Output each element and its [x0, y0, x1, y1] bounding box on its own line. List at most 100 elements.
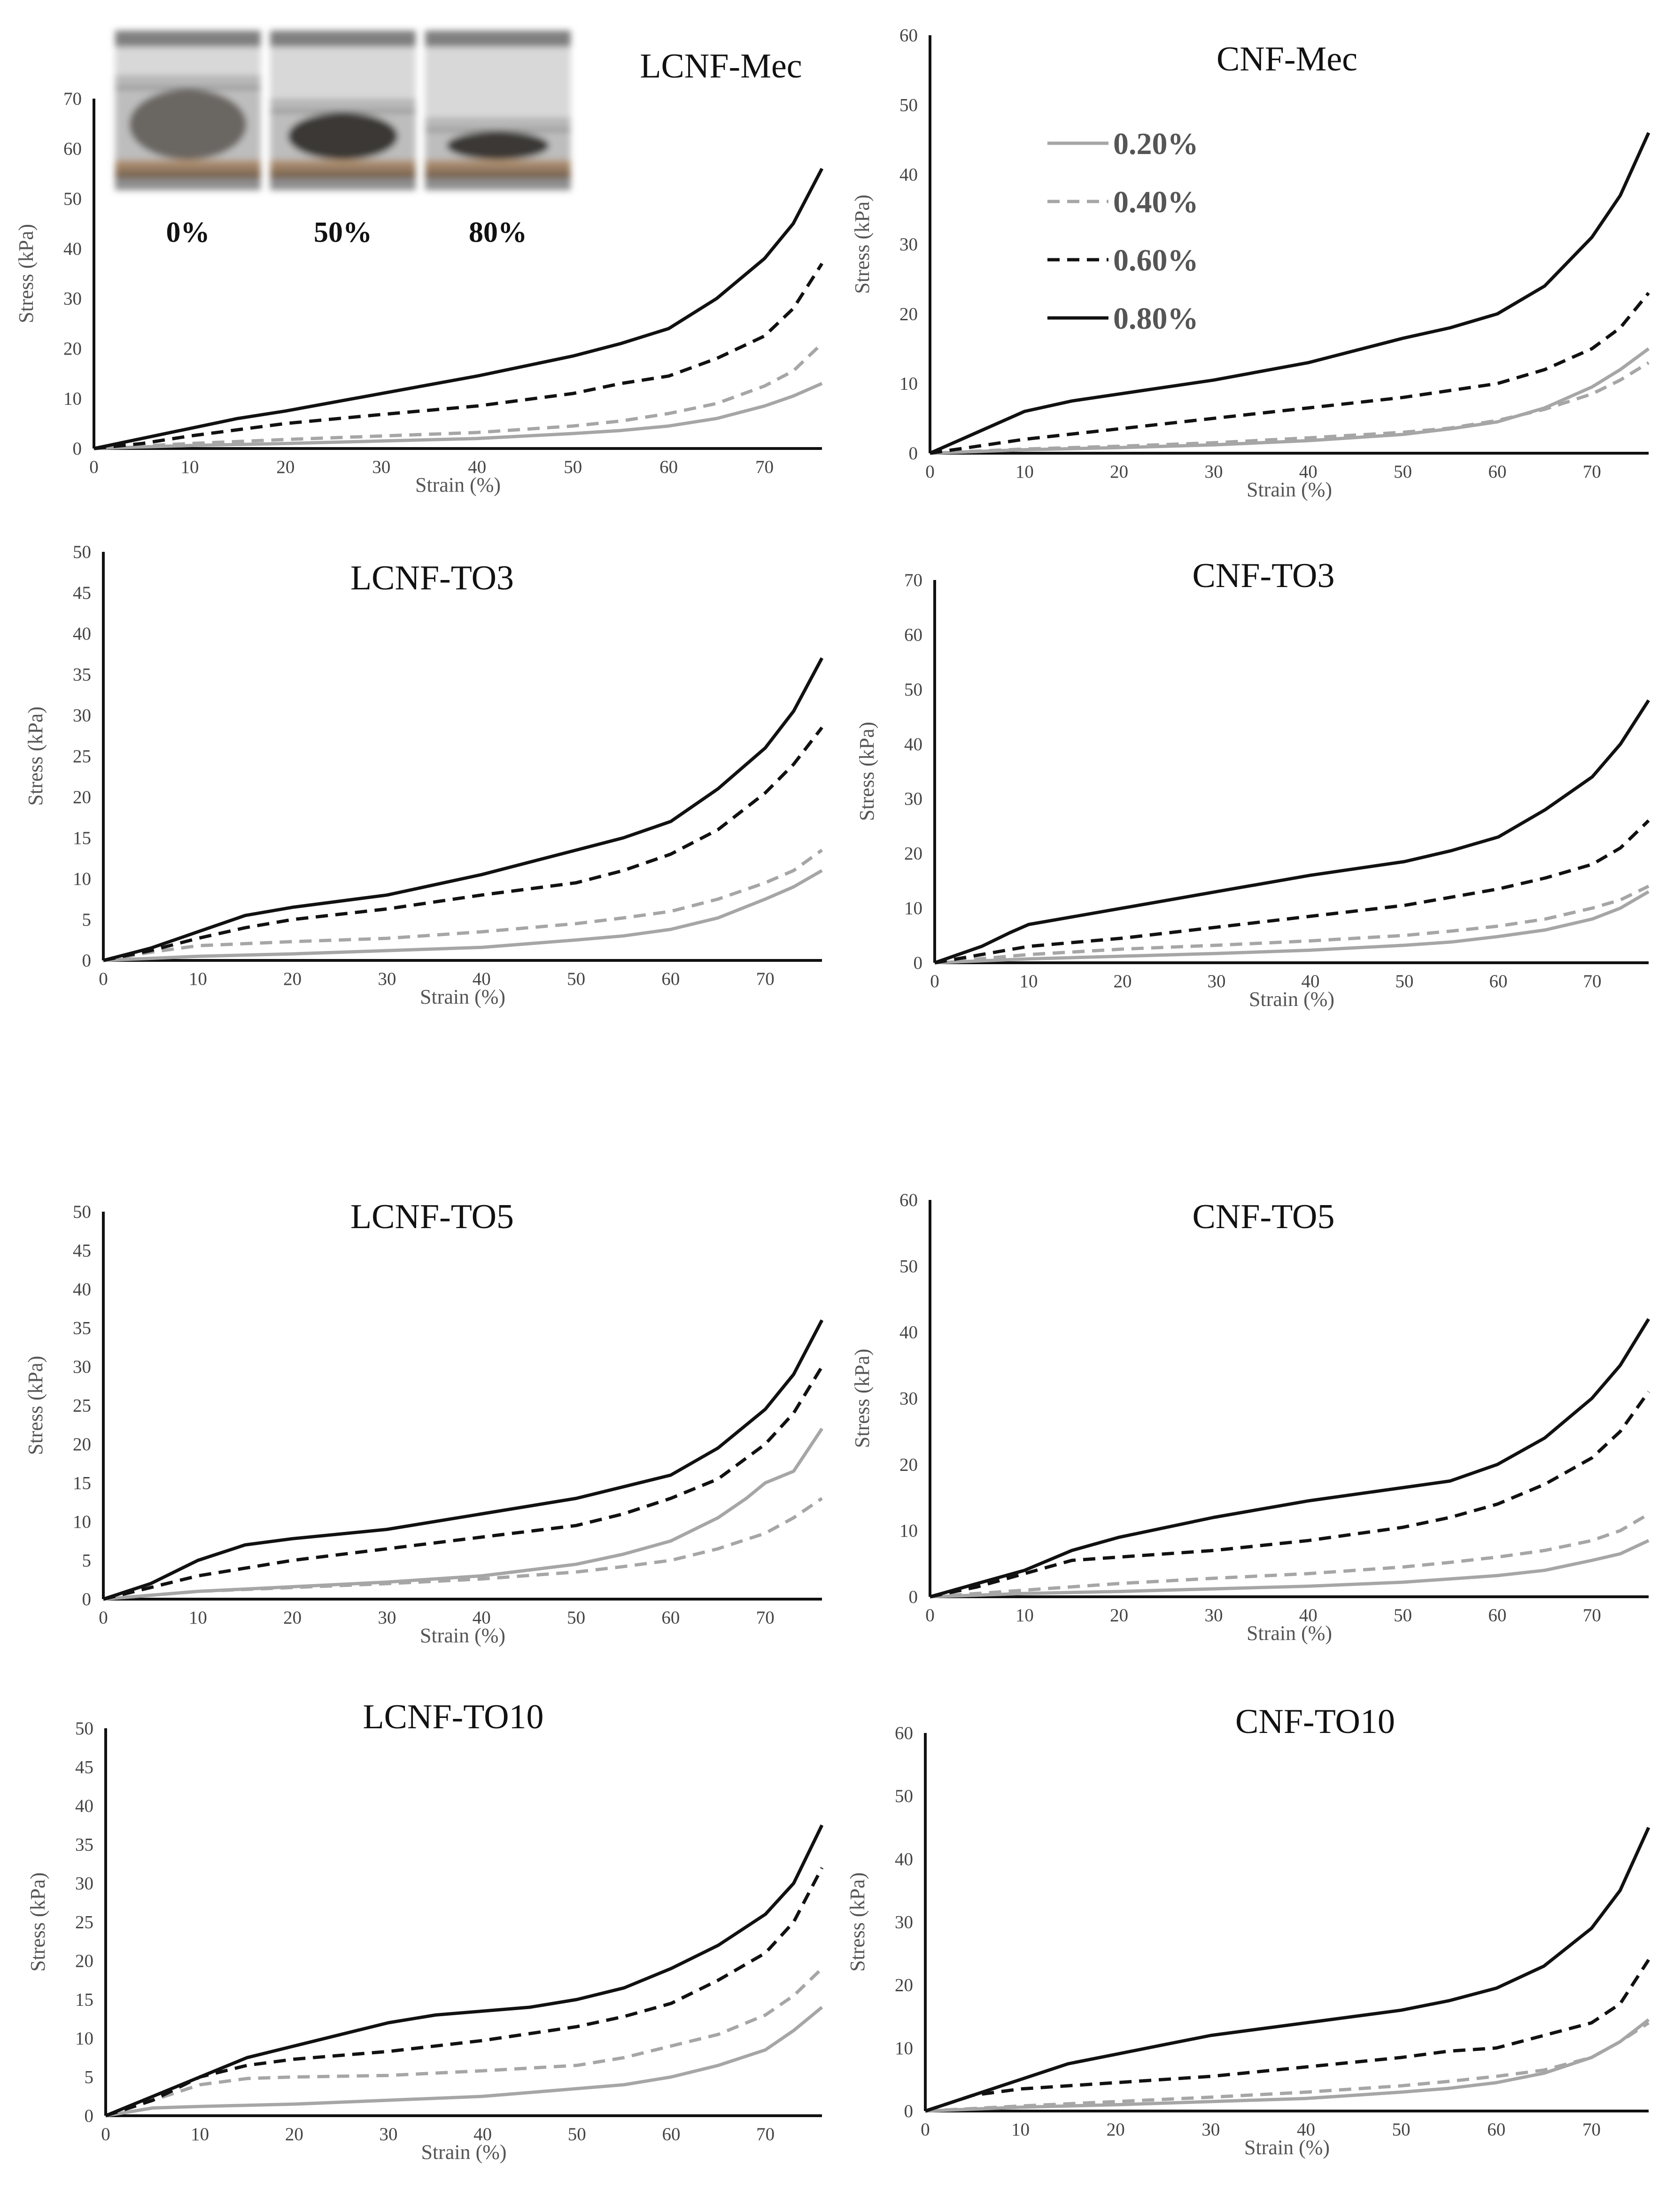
x-tick-label: 20 [276, 457, 294, 477]
x-tick-label: 70 [756, 2124, 775, 2144]
y-tick-label: 40 [904, 734, 922, 754]
y-tick-label: 30 [63, 289, 82, 309]
x-tick-label: 50 [564, 457, 582, 477]
series-line-0-60 [930, 292, 1650, 455]
x-tick-label: 60 [661, 969, 680, 989]
y-tick-label: 25 [73, 1396, 91, 1416]
y-tick-label: 0 [82, 1589, 92, 1609]
series-line-0-80 [93, 168, 824, 450]
photo-strain-label: 50% [314, 217, 372, 248]
y-tick-label: 0 [909, 443, 918, 464]
series-line-0-60 [93, 263, 823, 450]
x-tick-label: 30 [1204, 462, 1223, 482]
y-tick-label: 10 [895, 2038, 913, 2058]
y-tick-label: 30 [73, 705, 91, 726]
y-tick-label: 20 [904, 843, 922, 864]
y-tick-label: 10 [63, 389, 82, 409]
y-tick-label: 40 [73, 624, 91, 644]
x-tick-label: 70 [756, 1608, 775, 1628]
panel-title: LCNF-TO3 [350, 559, 514, 597]
y-tick-label: 30 [899, 234, 918, 255]
compression-photo-strip: 0% 50% 80% [115, 31, 571, 248]
y-tick-label: 5 [82, 910, 92, 930]
x-tick-label: 50 [1392, 2119, 1410, 2140]
y-tick-label: 20 [75, 1951, 93, 1971]
series-line-0-80 [102, 1319, 824, 1601]
y-tick-label: 30 [904, 789, 922, 809]
sample-photo: 50% [270, 31, 416, 248]
x-axis-label: Strain (%) [1244, 2136, 1330, 2159]
y-tick-label: 15 [73, 828, 91, 848]
y-tick-label: 40 [75, 1796, 93, 1816]
x-tick-label: 50 [1395, 971, 1414, 991]
x-tick-label: 10 [180, 457, 199, 477]
series-line-0-80 [930, 1318, 1650, 1599]
x-tick-label: 60 [1489, 971, 1508, 991]
x-tick-label: 30 [1201, 2119, 1220, 2140]
y-tick-label: 35 [75, 1835, 93, 1855]
legend-item: 0.20% [1047, 127, 1199, 161]
series-line-0-40 [103, 849, 823, 962]
y-tick-label: 50 [895, 1786, 913, 1806]
sample-photo: 0% [115, 31, 261, 248]
series-line-0-80 [103, 657, 824, 962]
x-tick-label: 70 [1583, 1605, 1601, 1625]
series-line-0-40 [925, 2021, 1650, 2113]
y-tick-label: 20 [899, 1454, 918, 1475]
x-tick-label: 40 [468, 457, 486, 477]
x-tick-label: 50 [568, 2124, 586, 2144]
y-tick-label: 40 [895, 1849, 913, 1869]
y-tick-label: 0 [85, 2106, 94, 2126]
panel-title: CNF-TO10 [1235, 1702, 1395, 1741]
legend-label: 0.40% [1113, 185, 1199, 219]
y-tick-label: 20 [73, 787, 91, 807]
x-tick-label: 20 [1110, 1605, 1128, 1625]
panel-title: LCNF-TO5 [350, 1198, 514, 1236]
x-tick-label: 40 [473, 2124, 492, 2144]
y-tick-label: 35 [73, 665, 91, 685]
y-tick-label: 25 [75, 1912, 93, 1933]
y-tick-label: 40 [899, 1323, 918, 1343]
x-tick-label: 50 [567, 969, 585, 989]
y-tick-label: 50 [899, 1256, 918, 1276]
x-tick-label: 50 [1394, 462, 1412, 482]
x-tick-label: 0 [89, 457, 99, 477]
y-tick-label: 60 [899, 1190, 918, 1210]
x-tick-label: 0 [925, 462, 935, 482]
y-tick-label: 5 [85, 2067, 94, 2088]
series-line-0-20 [93, 382, 823, 450]
chart-panel-cnf-to3: 0 10 20 30 40 50 60 70 0 10 20 30 40 50 60 70 Strain (%)… [855, 557, 1650, 1011]
x-tick-label: 40 [1299, 462, 1318, 482]
x-tick-label: 10 [189, 969, 207, 989]
y-tick-label: 10 [75, 2028, 93, 2049]
y-tick-label: 45 [75, 1757, 93, 1778]
y-axis-label: Stress (kPa) [855, 722, 878, 821]
x-tick-label: 10 [1015, 1605, 1034, 1625]
x-tick-label: 0 [921, 2119, 930, 2140]
chart-panel-cnf-mec: 0 10 20 30 40 50 60 0 10 20 30 40 50 60 70 Strain (%) St… [851, 25, 1651, 501]
series-line-0-40 [93, 342, 823, 450]
x-tick-label: 70 [755, 457, 774, 477]
x-tick-label: 30 [372, 457, 390, 477]
x-tick-label: 0 [925, 1605, 935, 1625]
y-tick-label: 0 [914, 953, 923, 973]
series-line-0-60 [105, 1867, 824, 2118]
x-tick-label: 10 [191, 2124, 209, 2144]
series-line-0-20 [930, 1539, 1650, 1599]
series-line-0-80 [934, 699, 1650, 965]
series-line-0-80 [929, 132, 1651, 455]
series-line-0-60 [924, 1959, 1650, 2113]
x-tick-label: 10 [1011, 2119, 1030, 2140]
y-axis-label: Stress (kPa) [24, 706, 47, 805]
y-tick-label: 40 [73, 1279, 91, 1299]
x-tick-label: 0 [99, 1608, 108, 1628]
y-tick-label: 60 [899, 25, 918, 46]
photo-strain-label: 80% [469, 217, 527, 248]
x-tick-label: 30 [1208, 971, 1226, 991]
y-tick-label: 60 [895, 1723, 913, 1743]
x-tick-label: 0 [930, 971, 939, 991]
x-tick-label: 40 [473, 969, 491, 989]
x-tick-label: 70 [756, 969, 775, 989]
x-tick-label: 10 [189, 1608, 207, 1628]
series-line-0-60 [930, 1391, 1650, 1599]
